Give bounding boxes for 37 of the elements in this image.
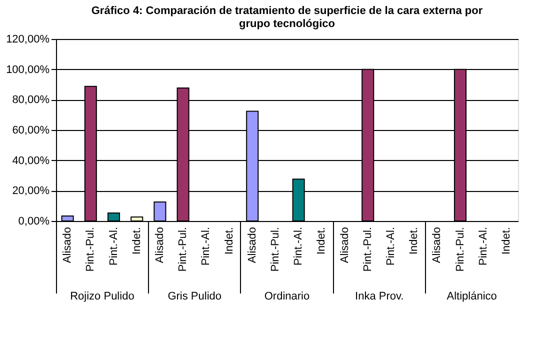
x-tick-label: Gris Pulido xyxy=(168,290,222,302)
y-tick-label: 80,00% xyxy=(12,94,50,106)
text: Pint.-Pul. xyxy=(84,227,97,272)
y-tick-label: 100,00% xyxy=(6,64,50,76)
chart-title: Gráfico 4: Comparación de tratamiento de superficie de la cara externa por grupo tecnológico xyxy=(91,5,484,30)
y-tick-label: 20,00% xyxy=(12,185,50,198)
text: Alisado xyxy=(154,227,166,264)
text: Pint.-Al. xyxy=(108,227,120,266)
text: Alisado xyxy=(338,227,351,264)
text: Pint.-Al. xyxy=(384,227,397,266)
bar xyxy=(107,212,120,222)
text: Alisado xyxy=(62,227,74,264)
text: Alisado xyxy=(431,227,444,264)
x-tick-label: Rojizo Pulido xyxy=(70,290,134,302)
y-tick-label: 0,00% xyxy=(18,216,50,228)
y-tick-label: 40,00% xyxy=(12,154,50,167)
bar xyxy=(61,215,74,222)
bar xyxy=(130,216,144,222)
x-tick-label: Inka Prov. xyxy=(355,290,404,302)
x-tick-label: Ordinario xyxy=(264,290,310,302)
text: Indet. xyxy=(223,227,236,255)
text: Indet. xyxy=(408,227,420,255)
text: Pint.-Al. xyxy=(200,227,212,266)
y-tick-label: 120,00% xyxy=(6,34,50,46)
text: Indet. xyxy=(500,227,512,255)
text: Pint.-Pul. xyxy=(269,227,282,272)
text: Indet. xyxy=(316,227,328,255)
text: Pint.-Pul. xyxy=(362,227,374,272)
x-tick-label: Altiplánico xyxy=(446,290,497,302)
text: Pint.-Al. xyxy=(292,227,305,266)
text: Alisado xyxy=(246,227,258,264)
text: Indet. xyxy=(130,227,143,255)
text: Pint.-Pul. xyxy=(177,227,190,272)
y-tick-label: 60,00% xyxy=(12,124,50,136)
text: Pint.-Pul. xyxy=(454,227,466,272)
text: Pint.-Al. xyxy=(477,227,490,266)
bar xyxy=(154,202,166,222)
